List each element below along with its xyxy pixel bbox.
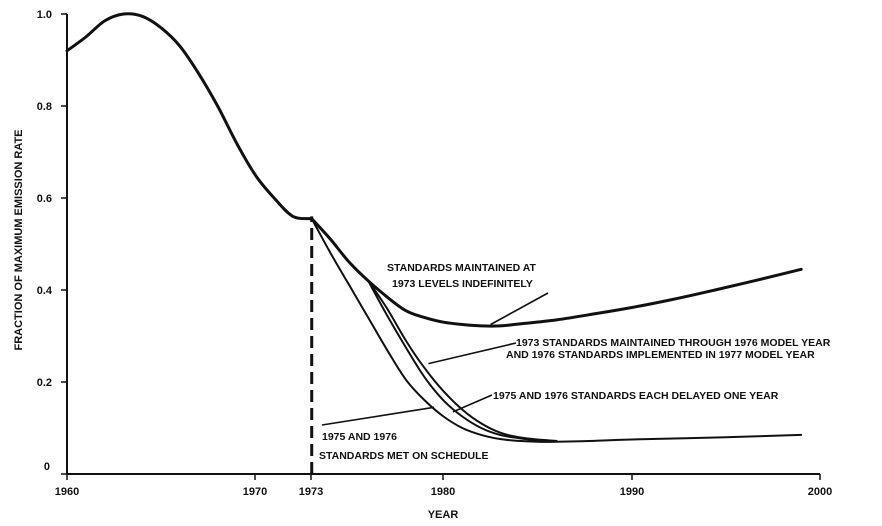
x-tick-1980: 1980 [431, 474, 455, 498]
annotation-1976-standards: 1973 STANDARDS MAINTAINED THROUGH 1976 M… [428, 337, 831, 365]
y-tick-1.0: 1.0 [37, 9, 67, 21]
x-tick-label: 1990 [620, 486, 644, 498]
annotation-arrow [321, 406, 435, 426]
series-line-4 [310, 217, 803, 443]
y-tick-label: 0.6 [37, 193, 52, 205]
y-tick-label: 1.0 [37, 9, 52, 21]
annotation-line: 1973 LEVELS INDEFINITELY [392, 278, 533, 290]
x-tick-label: 1973 [299, 486, 323, 498]
annotation-maintained-1973: STANDARDS MAINTAINED AT 1973 LEVELS INDE… [387, 262, 549, 326]
x-tick-1973: 1973 [299, 474, 323, 498]
x-tick-1960: 1960 [55, 474, 79, 498]
annotation-arrow [490, 292, 549, 326]
y-tick-label: 0.4 [37, 285, 53, 297]
x-tick-label: 1970 [243, 486, 267, 498]
y-tick-label: 0.2 [37, 377, 52, 389]
annotation-met-on-schedule: 1975 AND 1976 STANDARDS MET ON SCHEDULE [319, 406, 489, 462]
y-ticks: 0 0.2 0.4 0.6 0.8 1.0 [37, 9, 67, 475]
x-tick-1990: 1990 [620, 474, 644, 498]
axes [66, 14, 820, 475]
x-tick-1970: 1970 [243, 474, 267, 498]
series-line-0 [65, 12, 314, 221]
x-ticks: 1960 1970 1973 1980 1990 2000 [55, 474, 832, 498]
y-tick-0.8: 0.8 [37, 101, 67, 113]
annotation-arrow [428, 342, 517, 365]
y-tick-0.2: 0.2 [37, 377, 67, 389]
series-layer [65, 12, 803, 443]
y-tick-label: 0.8 [37, 101, 52, 113]
annotation-line: STANDARDS MET ON SCHEDULE [319, 450, 489, 462]
y-tick-0: 0 [44, 461, 67, 475]
y-tick-label: 0 [44, 461, 50, 473]
x-tick-label: 1960 [55, 486, 79, 498]
annotation-line: 1975 AND 1976 [322, 431, 397, 443]
annotation-arrow [452, 394, 493, 413]
annotation-line: 1975 AND 1976 STANDARDS EACH DELAYED ONE… [493, 390, 779, 402]
y-tick-0.4: 0.4 [37, 285, 67, 297]
x-axis-title: YEAR [428, 509, 459, 521]
x-tick-label: 2000 [808, 486, 832, 498]
series-line-3 [367, 279, 558, 443]
annotation-line: STANDARDS MAINTAINED AT [387, 262, 537, 274]
x-tick-label: 1980 [431, 486, 455, 498]
annotation-line: AND 1976 STANDARDS IMPLEMENTED IN 1977 M… [506, 349, 815, 361]
annotations: STANDARDS MAINTAINED AT 1973 LEVELS INDE… [319, 262, 831, 462]
annotation-delayed-one-year: 1975 AND 1976 STANDARDS EACH DELAYED ONE… [452, 390, 779, 413]
annotation-line: 1973 STANDARDS MAINTAINED THROUGH 1976 M… [516, 337, 831, 349]
y-tick-0.6: 0.6 [37, 193, 67, 205]
x-tick-2000: 2000 [808, 474, 832, 498]
y-axis-title: FRACTION OF MAXIMUM EMISSION RATE [13, 129, 25, 350]
